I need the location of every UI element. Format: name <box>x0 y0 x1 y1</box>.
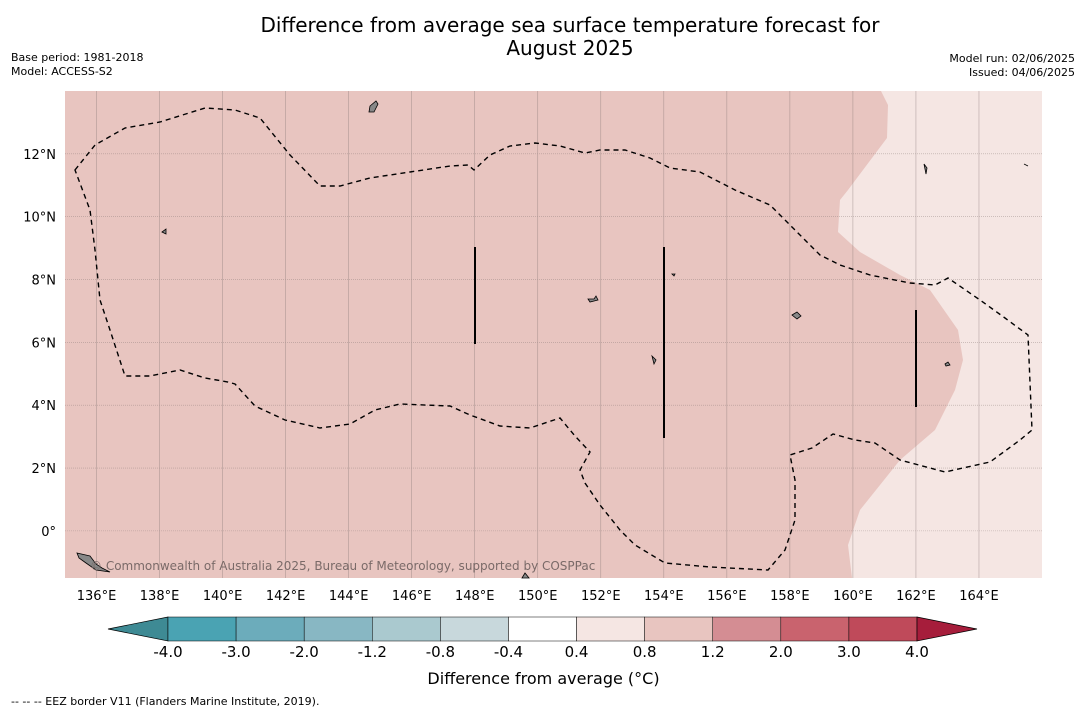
lon-tick-label: 152°E <box>581 589 621 604</box>
colorbar-title: Difference from average (°C) <box>427 669 660 688</box>
lon-tick-label: 136°E <box>77 589 117 604</box>
island-chuuk <box>791 311 802 320</box>
meta-right: Model run: 02/06/2025 Issued: 04/06/2025 <box>949 52 1075 80</box>
base-period: Base period: 1981-2018 <box>11 51 144 64</box>
colorbar-tick-label: -1.2 <box>357 643 387 661</box>
colorbar-bin <box>712 616 782 642</box>
colorbar-bin <box>440 616 509 642</box>
colorbar-tick-label: -2.0 <box>289 643 319 661</box>
colorbar <box>107 616 978 642</box>
island-png <box>76 552 111 573</box>
lon-tick-label: 138°E <box>140 589 180 604</box>
colorbar-extend-low <box>107 616 169 642</box>
copyright-text: © Commonwealth of Australia 2025, Bureau… <box>90 559 595 573</box>
lat-tick-label: 0° <box>41 525 56 540</box>
colorbar-extend-high <box>916 616 978 642</box>
model-run: Model run: 02/06/2025 <box>949 52 1075 65</box>
lat-tick-label: 12°N <box>23 148 56 163</box>
colorbar-bin <box>848 616 918 642</box>
colorbar-tick-label: -0.8 <box>425 643 455 661</box>
map-title: Difference from average sea surface temp… <box>200 14 940 60</box>
title-line-2: August 2025 <box>506 36 634 60</box>
lon-tick-label: 158°E <box>770 589 810 604</box>
colorbar-bin <box>372 616 441 642</box>
lon-tick-label: 156°E <box>707 589 747 604</box>
colorbar-tick-label: 2.0 <box>768 643 793 661</box>
colorbar-tick-label: 0.4 <box>564 643 589 661</box>
island-group-1 <box>587 295 599 303</box>
colorbar-tick-label: -4.0 <box>153 643 183 661</box>
colorbar-bin <box>508 616 577 642</box>
model-name: Model: ACCESS-S2 <box>11 65 113 78</box>
island-nw <box>161 228 167 235</box>
graticule <box>65 91 1042 578</box>
colorbar-tick-label: -3.0 <box>221 643 251 661</box>
island-guam <box>368 100 379 113</box>
colorbar-bin <box>780 616 850 642</box>
anomaly-field-east <box>838 91 1042 578</box>
lon-tick-label: 150°E <box>518 589 558 604</box>
lat-tick-labels: 12°N 10°N 8°N 6°N 4°N 2°N 0° <box>23 148 56 540</box>
colorbar-tick-label: 4.0 <box>905 643 929 661</box>
lat-tick-label: 10°N <box>23 211 56 226</box>
lon-tick-label: 164°E <box>959 589 999 604</box>
title-line-1: Difference from average sea surface temp… <box>260 13 880 37</box>
lat-tick-label: 6°N <box>32 336 57 351</box>
island-pohnpei <box>944 361 951 367</box>
colorbar-tick-label: 0.8 <box>632 643 657 661</box>
lon-tick-label: 146°E <box>392 589 432 604</box>
lat-tick-label: 4°N <box>32 399 57 414</box>
lon-tick-label: 142°E <box>266 589 306 604</box>
island-ne2 <box>1023 163 1029 167</box>
lon-tick-label: 154°E <box>644 589 684 604</box>
colorbar-tick-label: -0.4 <box>493 643 524 661</box>
lon-tick-label: 144°E <box>329 589 369 604</box>
colorbar-bin <box>235 616 305 642</box>
lon-tick-labels: 136°E 138°E 140°E 142°E 144°E 146°E 148°E 150°E… <box>77 589 999 604</box>
colorbar-bin <box>167 616 237 642</box>
colorbar-bin <box>303 616 373 642</box>
meta-left: Base period: 1981-2018 Model: ACCESS-S2 <box>11 51 143 79</box>
colorbar-tick-label: 1.2 <box>700 643 725 661</box>
lon-tick-label: 162°E <box>896 589 936 604</box>
colorbar-bin <box>644 616 713 642</box>
lon-tick-label: 140°E <box>203 589 243 604</box>
island-group-3 <box>651 354 657 366</box>
footnote: -- -- -- EEZ border V11 (Flanders Marine… <box>11 695 320 708</box>
island-ne1 <box>923 163 928 175</box>
lon-tick-label: 160°E <box>833 589 873 604</box>
lat-tick-label: 2°N <box>32 462 57 477</box>
lat-tick-label: 8°N <box>32 274 57 289</box>
issued-date: Issued: 04/06/2025 <box>968 66 1075 79</box>
island-group-2 <box>671 273 676 277</box>
colorbar-tick-label: 3.0 <box>836 643 861 661</box>
eez-border <box>74 107 1033 571</box>
lon-tick-label: 148°E <box>455 589 495 604</box>
island-png2 <box>521 572 530 579</box>
islands <box>76 100 1029 579</box>
colorbar-bin <box>576 616 645 642</box>
